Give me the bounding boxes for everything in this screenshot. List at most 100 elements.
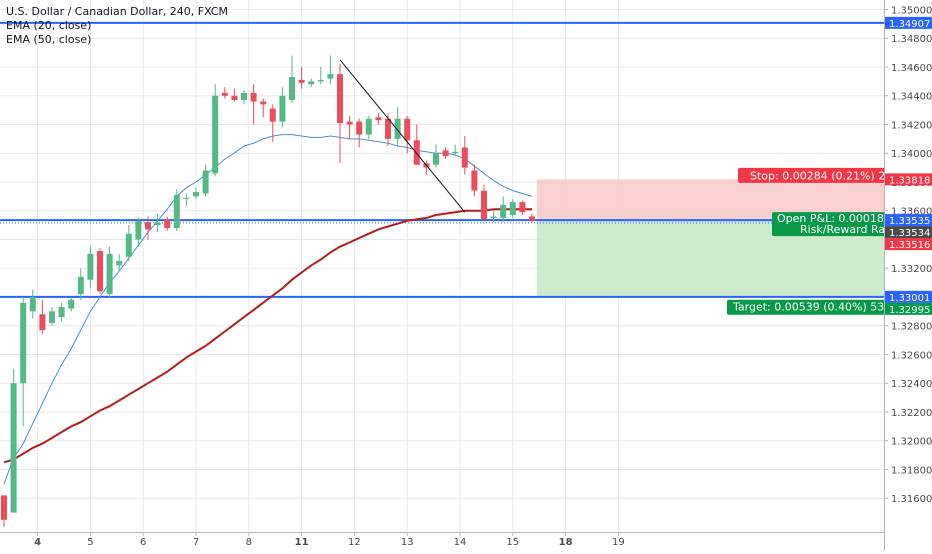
price-tick-label: 1.32600	[891, 350, 932, 361]
plot-area: Stop: 0.00284 (0.21%) 28 Open P&L: 0.0001…	[0, 21, 892, 527]
price-tick-label: 1.31800	[891, 465, 932, 476]
candle	[317, 79, 324, 82]
price-tick-label: 1.31600	[891, 494, 932, 505]
candle	[529, 216, 535, 221]
candle	[241, 92, 247, 101]
risk-reward-label: Risk/Reward Rat	[800, 223, 890, 236]
candle	[221, 92, 228, 96]
candle	[154, 222, 161, 226]
candle	[404, 118, 411, 141]
candle	[471, 170, 478, 191]
price-label: 1.34907	[889, 19, 930, 30]
candle	[308, 81, 315, 85]
candle	[481, 190, 487, 220]
candle	[39, 314, 46, 331]
price-label-box	[885, 173, 932, 186]
time-tick-label: 14	[454, 537, 467, 548]
time-tick-label: 4	[34, 537, 41, 548]
price-tick-label: 1.34000	[891, 149, 932, 160]
ema50-line	[3, 208, 532, 464]
price-label-box	[885, 226, 932, 239]
symbol-title: U.S. Dollar / Canadian Dollar, 240, FXCM	[6, 5, 228, 18]
price-tick-label: 1.34200	[891, 120, 932, 131]
candle	[20, 302, 27, 384]
candle	[509, 202, 516, 216]
price-label: 1.33001	[889, 293, 930, 304]
price-label-box	[885, 16, 932, 29]
time-tick-label: 15	[506, 537, 519, 548]
candle	[77, 276, 84, 295]
candle	[173, 194, 180, 228]
stop-tag-box	[738, 167, 884, 183]
price-label: 1.33535	[889, 216, 930, 227]
ema50-legend: EMA (50, close)	[6, 33, 92, 46]
price-tick-label: 1.34400	[891, 92, 932, 103]
candle	[269, 108, 276, 122]
time-tick-label: 5	[87, 537, 93, 548]
price-label-box	[885, 238, 932, 251]
candle	[346, 121, 353, 125]
candle	[433, 153, 439, 165]
candle	[279, 95, 286, 122]
target-tag: Target: 0.00539 (0.40%) 53.	[727, 299, 884, 315]
price-label: 1.33534	[889, 228, 930, 239]
pnl-box	[772, 212, 884, 237]
candle	[298, 79, 305, 83]
candle	[145, 222, 151, 230]
candle	[49, 311, 55, 323]
price-tick-label: 1.33600	[891, 207, 932, 218]
price-tick-label: 1.32000	[891, 437, 932, 448]
candle	[58, 307, 65, 318]
price-tick-label: 1.34800	[891, 34, 932, 45]
candle	[289, 77, 295, 101]
price-tick-label: 1.35000	[891, 5, 932, 16]
price-label-box	[885, 302, 932, 315]
price-label: 1.32995	[889, 305, 930, 316]
candle	[212, 95, 219, 174]
price-tick-label: 1.32800	[891, 322, 932, 333]
price-tick-label: 1.32200	[891, 408, 932, 419]
price-label: 1.33516	[889, 240, 930, 251]
price-tick-label: 1.32400	[891, 379, 932, 390]
price-tick-label: 1.34600	[891, 63, 932, 74]
ema20-legend: EMA (20, close)	[6, 19, 92, 32]
price-label-box	[885, 290, 932, 303]
time-tick-label: 11	[295, 537, 309, 548]
candle	[356, 121, 363, 135]
candle	[97, 250, 103, 292]
candle	[519, 202, 526, 213]
candle	[394, 118, 401, 139]
candle	[461, 147, 468, 168]
candle	[500, 204, 507, 218]
time-tick-label: 13	[401, 537, 414, 548]
candle	[10, 383, 17, 513]
price-label: 1.33818	[889, 175, 930, 186]
candle	[68, 299, 75, 309]
time-tick-label: 7	[193, 537, 199, 548]
pnl-tag: Open P&L: 0.00018,Risk/Reward Rat	[772, 212, 890, 237]
candle	[135, 220, 142, 240]
time-tick-label: 8	[246, 537, 252, 548]
candle	[490, 216, 497, 218]
candle	[250, 92, 257, 102]
candle	[164, 219, 171, 228]
candle	[116, 261, 123, 266]
candle	[183, 197, 190, 199]
pnl-label: Open P&L: 0.00018,	[777, 212, 887, 225]
stop-label: Stop: 0.00284 (0.21%) 28	[750, 169, 892, 182]
candle	[202, 170, 209, 194]
time-tick-label: 12	[348, 537, 361, 548]
candle	[106, 253, 113, 295]
candle	[337, 74, 343, 124]
candle	[87, 253, 94, 280]
price-tick-label: 1.33200	[891, 264, 932, 275]
target-box	[727, 299, 884, 315]
candle	[231, 95, 238, 101]
stop-tag: Stop: 0.00284 (0.21%) 28	[738, 167, 892, 183]
candle	[413, 140, 420, 165]
chart-legend: U.S. Dollar / Canadian Dollar, 240, FXCM…	[6, 5, 228, 47]
candle	[193, 192, 199, 197]
